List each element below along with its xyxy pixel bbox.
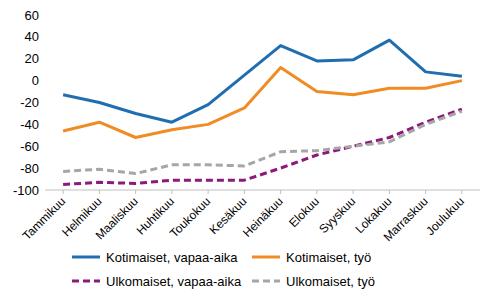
series-line [63, 109, 462, 184]
x-tick [135, 190, 136, 194]
y-tick [41, 80, 45, 81]
y-tick [41, 190, 45, 191]
y-tick-label: 0 [32, 73, 39, 88]
x-tick [280, 190, 281, 194]
y-tick [41, 36, 45, 37]
y-tick-label: -100 [13, 183, 39, 198]
legend-label: Kotimaiset, vapaa-aika [106, 250, 238, 265]
y-tick-label: -20 [20, 95, 39, 110]
y-tick-label: 60 [25, 8, 39, 23]
x-tick-label: Heinäkuu [240, 194, 286, 240]
y-tick-label: 40 [25, 29, 39, 44]
x-tick-label: Marraskuu [381, 194, 431, 244]
legend-label: Ulkomaiset, vapaa-aika [106, 274, 242, 289]
legend-swatch [252, 256, 280, 259]
x-tick-label: Maaliskuu [93, 194, 141, 242]
x-tick [171, 190, 172, 194]
series-line [63, 68, 462, 138]
x-tick [244, 190, 245, 194]
legend-swatch [252, 280, 280, 283]
x-tick-label: Toukokuu [167, 194, 213, 240]
x-tick-label: Syyskuu [316, 194, 358, 236]
y-tick [41, 15, 45, 16]
y-tick [41, 58, 45, 59]
x-tick [208, 190, 209, 194]
x-tick [461, 190, 462, 194]
y-tick-label: -40 [20, 117, 39, 132]
y-tick-label: 20 [25, 51, 39, 66]
y-tick [41, 168, 45, 169]
x-tick [425, 190, 426, 194]
legend-swatch [72, 256, 100, 259]
chart: -100-80-60-40-200204060TammikuuHelmikuuM… [0, 0, 491, 299]
series-line [63, 40, 462, 122]
x-tick [353, 190, 354, 194]
plot-area [63, 40, 462, 184]
legend: Kotimaiset, vapaa-aika Kotimaiset, työ Ulk… [72, 250, 375, 289]
x-tick-label: Tammikuu [20, 194, 69, 243]
legend-label: Kotimaiset, työ [286, 250, 371, 265]
y-tick-label: -60 [20, 139, 39, 154]
series-line [63, 111, 462, 173]
x-tick [389, 190, 390, 194]
x-axis [45, 190, 480, 191]
x-tick [63, 190, 64, 194]
legend-label: Ulkomaiset, työ [286, 274, 375, 289]
legend-swatch [72, 280, 100, 283]
y-tick [41, 102, 45, 103]
x-tick [316, 190, 317, 194]
y-tick [41, 146, 45, 147]
y-tick [41, 124, 45, 125]
x-tick-label: Joulukuu [423, 194, 467, 238]
x-tick [99, 190, 100, 194]
y-tick-label: -80 [20, 161, 39, 176]
